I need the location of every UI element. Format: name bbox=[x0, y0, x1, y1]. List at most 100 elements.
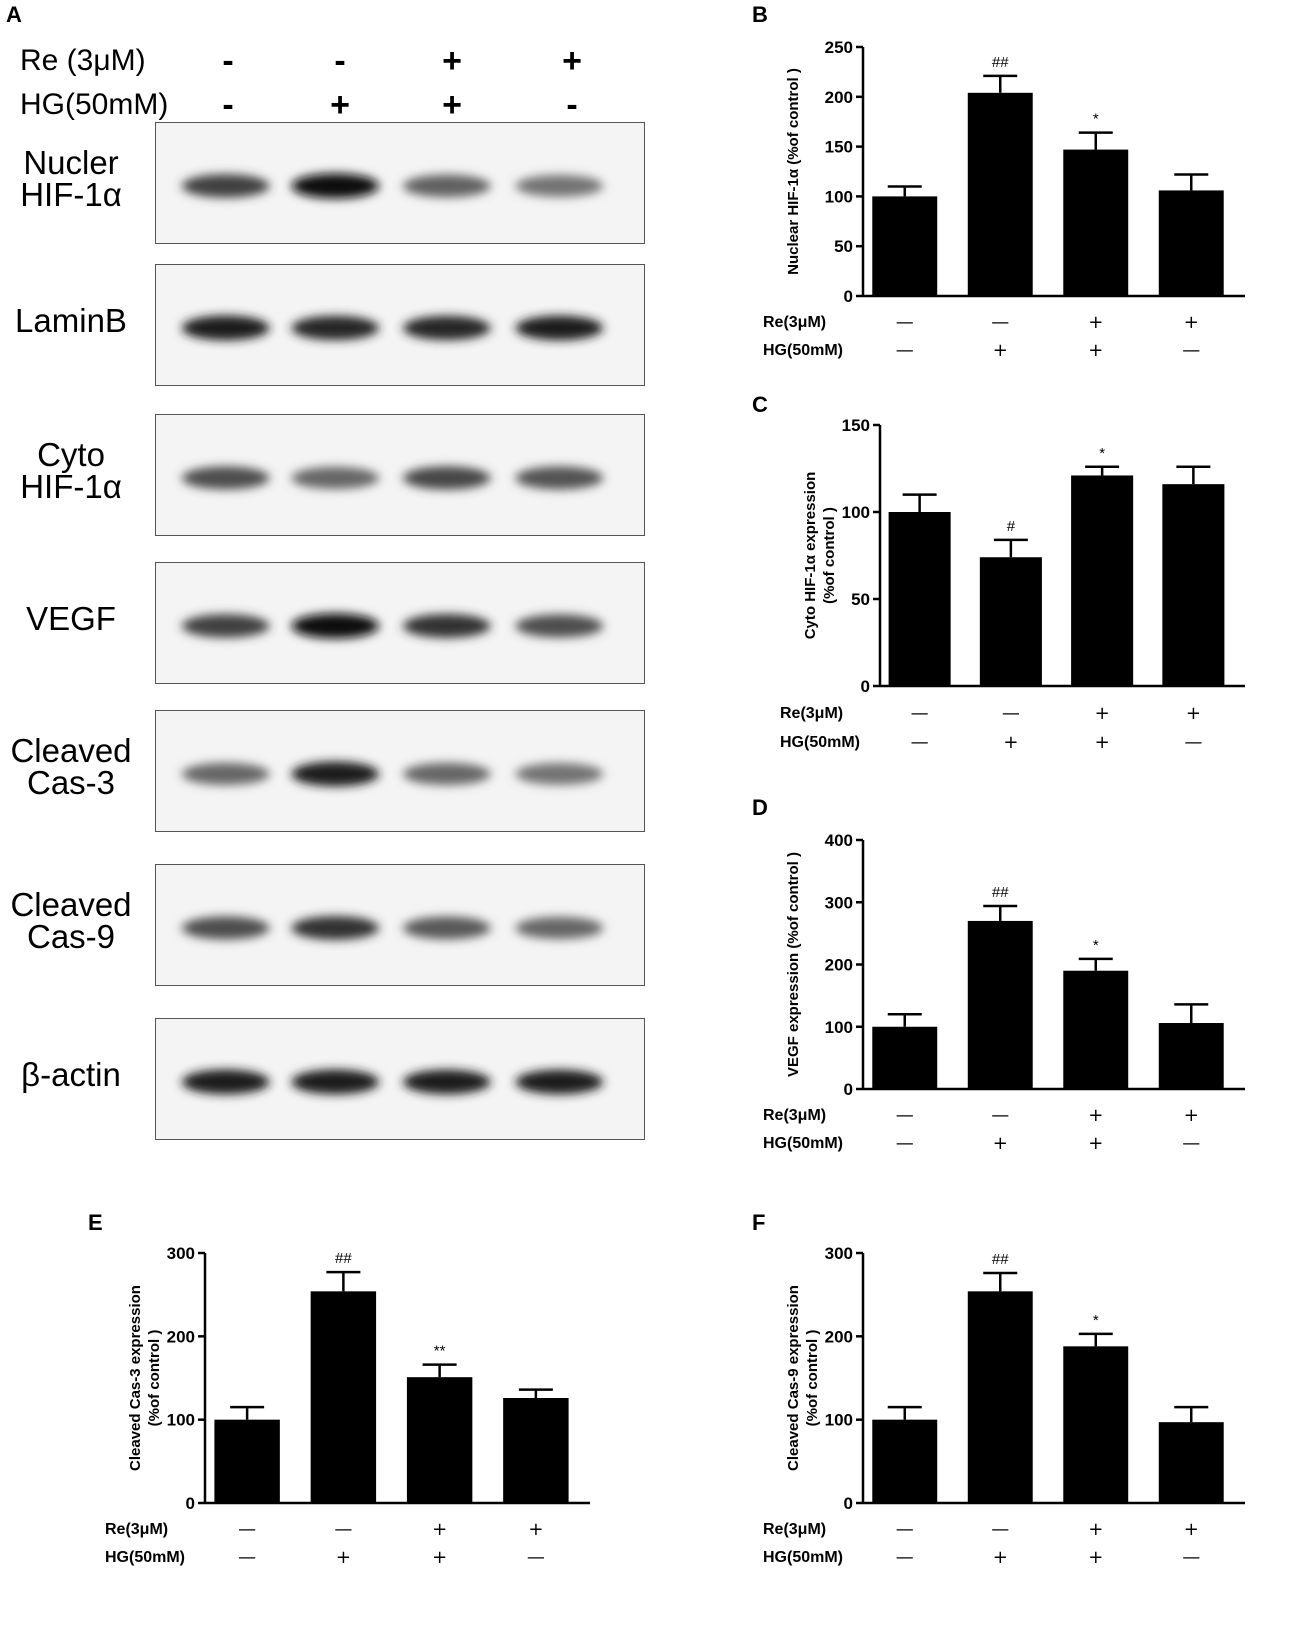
blot-band bbox=[402, 762, 491, 786]
blot-band bbox=[291, 466, 380, 490]
blot-image bbox=[155, 1018, 645, 1140]
bar bbox=[310, 1291, 377, 1503]
panel-letter: F bbox=[752, 1210, 765, 1235]
bar bbox=[872, 196, 938, 296]
condition-sign: + bbox=[1088, 1133, 1103, 1154]
condition-sign: + bbox=[1095, 703, 1110, 724]
condition-sign: — bbox=[991, 1519, 1009, 1540]
bar bbox=[1158, 190, 1224, 296]
blot-band bbox=[515, 762, 604, 785]
condition-label: HG(50mM) bbox=[763, 1135, 843, 1152]
condition-sign: — bbox=[911, 732, 929, 753]
y-axis-label-2: (%of control ) bbox=[804, 1330, 821, 1427]
condition-sign: — bbox=[911, 703, 929, 724]
y-tick-label: 300 bbox=[825, 1244, 853, 1263]
condition-sign: — bbox=[1182, 340, 1200, 361]
wb-condition-sign: + bbox=[442, 86, 462, 124]
western-blot-panel: A Re (3μM) - - + + HG(50mM) - + + - Nucler HIF-1α L… bbox=[0, 0, 660, 1220]
blot-band bbox=[181, 174, 270, 198]
blot-image bbox=[155, 414, 645, 536]
panel-letter: E bbox=[88, 1210, 103, 1235]
y-axis-label: VEGF expression (%of control ) bbox=[785, 852, 802, 1077]
condition-sign: — bbox=[1182, 1547, 1200, 1568]
y-tick-label: 250 bbox=[825, 38, 853, 57]
panel-letter-a: A bbox=[6, 2, 22, 27]
y-tick-label: 100 bbox=[825, 1018, 853, 1037]
significance-mark: ## bbox=[992, 54, 1009, 71]
blot-band bbox=[402, 174, 491, 198]
wb-condition-sign: - bbox=[334, 42, 346, 80]
wb-condition-sign: + bbox=[562, 42, 582, 80]
condition-sign: + bbox=[1095, 732, 1110, 753]
y-tick-label: 0 bbox=[186, 1494, 195, 1513]
condition-sign: + bbox=[993, 340, 1008, 361]
y-tick-label: 200 bbox=[825, 956, 853, 975]
y-axis-label: Nuclear HIF-1α (%of control ) bbox=[785, 68, 802, 275]
panel-letter: D bbox=[752, 795, 768, 820]
condition-sign: — bbox=[238, 1547, 256, 1568]
bar bbox=[1063, 970, 1129, 1089]
bar bbox=[406, 1377, 473, 1503]
condition-sign: + bbox=[1088, 340, 1103, 361]
condition-label: Re(3μM) bbox=[763, 1521, 826, 1538]
blot-band bbox=[291, 613, 380, 639]
significance-mark: * bbox=[1093, 111, 1099, 128]
wb-condition-sign: - bbox=[222, 42, 234, 80]
y-tick-label: 0 bbox=[861, 677, 870, 696]
blot-label: VEGF bbox=[26, 600, 116, 637]
y-tick-label: 400 bbox=[825, 831, 853, 850]
significance-mark: # bbox=[1007, 518, 1016, 535]
condition-label: HG(50mM) bbox=[763, 1549, 843, 1566]
bar bbox=[967, 1291, 1033, 1503]
panel-letter: B bbox=[752, 2, 768, 27]
condition-sign: — bbox=[238, 1519, 256, 1540]
condition-sign: — bbox=[896, 1519, 914, 1540]
condition-sign: — bbox=[896, 1133, 914, 1154]
condition-label: Re(3μM) bbox=[763, 1107, 826, 1124]
chart-panel-e: E 0 100 200 300 Cleaved Cas-3 expression (%of … bbox=[88, 1210, 590, 1568]
condition-label: HG(50mM) bbox=[763, 342, 843, 359]
blot-band bbox=[291, 1069, 380, 1095]
blot-label: Nucler HIF-1α bbox=[20, 144, 122, 213]
condition-sign: — bbox=[1182, 1133, 1200, 1154]
blot-label: LaminB bbox=[15, 302, 127, 339]
condition-sign: + bbox=[1088, 1105, 1103, 1126]
condition-sign: — bbox=[991, 1105, 1009, 1126]
condition-sign: — bbox=[896, 312, 914, 333]
condition-sign: + bbox=[1088, 1547, 1103, 1568]
y-tick-label: 0 bbox=[844, 287, 853, 306]
y-tick-label: 100 bbox=[825, 187, 853, 206]
bar bbox=[503, 1398, 569, 1503]
blot-label: Cleaved Cas-9 bbox=[10, 886, 132, 955]
blot-band bbox=[291, 915, 380, 940]
condition-sign: + bbox=[432, 1547, 447, 1568]
condition-label: HG(50mM) bbox=[105, 1549, 185, 1566]
y-axis-label: Cleaved Cas-9 expression bbox=[785, 1285, 802, 1471]
bar bbox=[967, 92, 1033, 296]
bar bbox=[1063, 1346, 1129, 1503]
condition-sign: + bbox=[993, 1133, 1008, 1154]
bar bbox=[872, 1419, 938, 1503]
condition-sign: — bbox=[334, 1519, 352, 1540]
y-tick-label: 50 bbox=[834, 237, 853, 256]
wb-condition-label: HG(50mM) bbox=[20, 88, 169, 121]
condition-sign: — bbox=[991, 312, 1009, 333]
y-tick-label: 100 bbox=[842, 503, 870, 522]
condition-sign: — bbox=[896, 1547, 914, 1568]
chart-panel-c: C 0 50 100 150 Cyto HIF-1α expression (%of con… bbox=[752, 392, 1245, 753]
bar bbox=[888, 512, 951, 686]
condition-label: Re(3μM) bbox=[780, 705, 843, 722]
wb-condition-sign: + bbox=[330, 86, 350, 124]
condition-sign: + bbox=[528, 1519, 543, 1540]
wb-condition-sign: - bbox=[566, 86, 578, 124]
blot-band bbox=[402, 466, 491, 490]
blot-label: β-actin bbox=[21, 1056, 121, 1093]
blot-label: Cyto HIF-1α bbox=[20, 436, 122, 505]
condition-sign: — bbox=[896, 1105, 914, 1126]
bar bbox=[1162, 484, 1225, 686]
chart-panel-d: D 0 100 200 300 400 VEGF expression (%of contr… bbox=[752, 795, 1245, 1154]
condition-label: HG(50mM) bbox=[780, 734, 860, 751]
blot-image bbox=[155, 562, 645, 684]
condition-sign: — bbox=[896, 340, 914, 361]
